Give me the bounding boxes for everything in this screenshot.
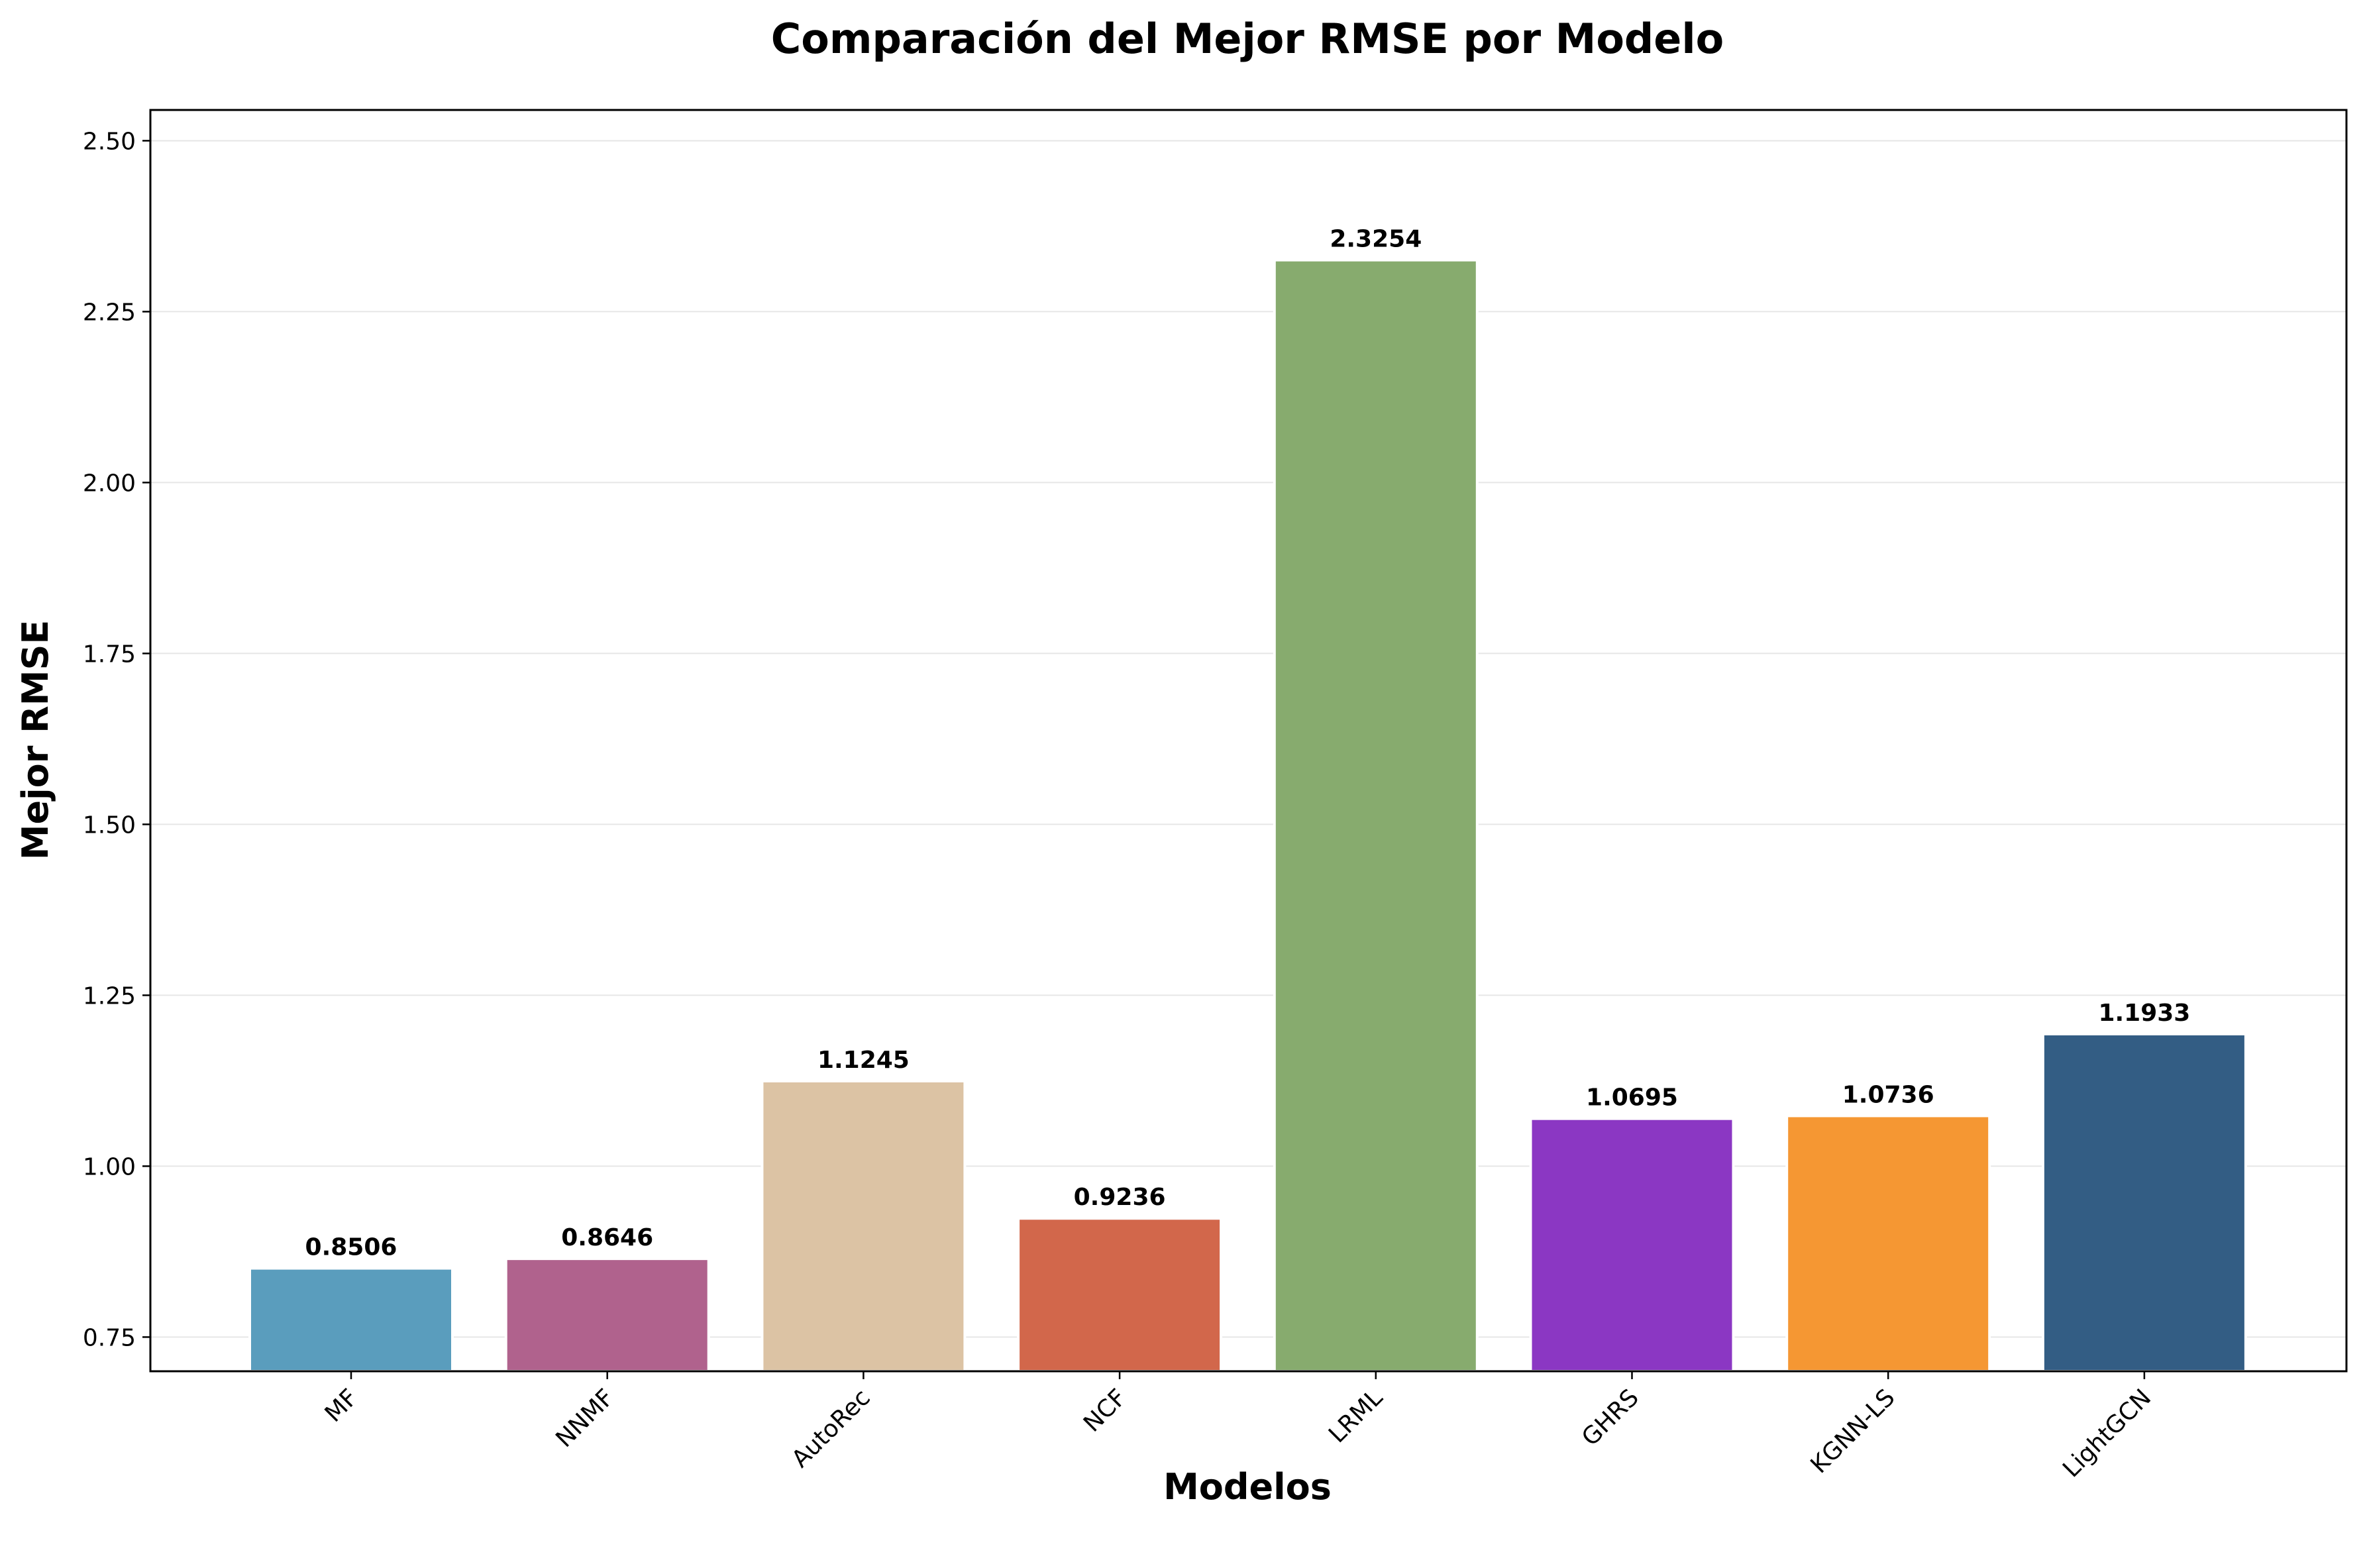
x-tick-label-mf: MF — [320, 1384, 364, 1428]
bar-lrml — [1273, 258, 1479, 1373]
x-tick-label-nnmf: NNMF — [551, 1384, 619, 1453]
data-label-ghrs: 1.0695 — [1586, 1084, 1678, 1112]
x-tick-label-ncf: NCF — [1078, 1384, 1131, 1437]
data-label-mf: 0.8506 — [305, 1234, 397, 1261]
data-label-lightgcn: 1.1933 — [2098, 1000, 2190, 1027]
data-label-autorec: 1.1245 — [817, 1047, 910, 1074]
x-tick-label-lightgcn: LightGCN — [2058, 1384, 2156, 1483]
plot-frame — [149, 109, 2348, 1373]
chart-title: Comparación del Mejor RMSE por Modelo — [771, 15, 1724, 63]
bar-mf — [248, 1267, 454, 1373]
data-labels: 0.8506 0.8646 1.1245 0.9236 2.3254 1.0695 1.07… — [305, 226, 2191, 1261]
bar-lightgcn — [2041, 1032, 2247, 1373]
bar-nnmf — [504, 1257, 710, 1373]
y-tick-label: 2.25 — [83, 299, 136, 326]
x-tick-label-kgnn-ls: KGNN-LS — [1806, 1384, 1901, 1479]
y-tick-label: 0.75 — [83, 1324, 136, 1351]
y-axis-ticks: 0.75 1.00 1.25 1.50 1.75 2.00 2.25 2.50 — [83, 128, 150, 1351]
y-axis-label: Mejor RMSE — [15, 620, 56, 861]
y-tick-label: 1.50 — [83, 811, 136, 839]
x-axis-label: Modelos — [1163, 1466, 1332, 1508]
x-tick-label-lrml: LRML — [1324, 1384, 1388, 1448]
data-label-kgnn-ls: 1.0736 — [1842, 1081, 1934, 1108]
x-tick-label-ghrs: GHRS — [1577, 1384, 1644, 1451]
bar-ncf — [1017, 1217, 1223, 1373]
x-tick-label-autorec: AutoRec — [786, 1384, 875, 1473]
y-tick-label: 2.00 — [83, 470, 136, 497]
y-tick-label: 2.50 — [83, 128, 136, 155]
y-tick-label: 1.25 — [83, 982, 136, 1010]
bar-ghrs — [1529, 1117, 1735, 1373]
bars — [248, 258, 2247, 1373]
data-label-ncf: 0.9236 — [1074, 1184, 1166, 1211]
data-label-lrml: 2.3254 — [1330, 226, 1422, 253]
bar-autorec — [761, 1079, 967, 1373]
grid-lines — [150, 140, 2346, 1338]
y-tick-label: 1.75 — [83, 641, 136, 668]
bar-kgnn-ls — [1785, 1114, 1991, 1373]
y-tick-label: 1.00 — [83, 1153, 136, 1180]
data-label-nnmf: 0.8646 — [561, 1224, 653, 1251]
